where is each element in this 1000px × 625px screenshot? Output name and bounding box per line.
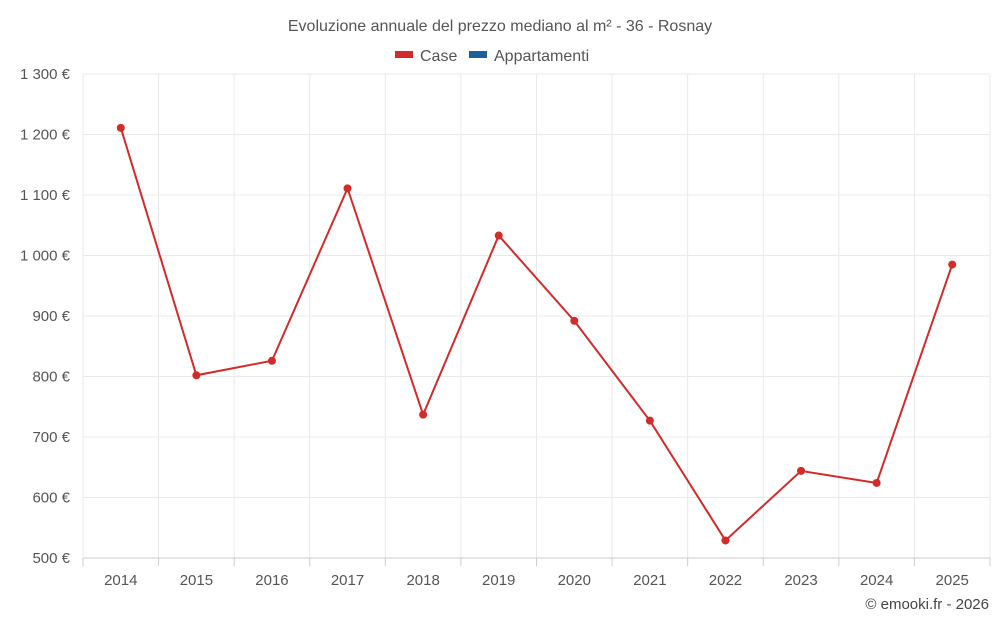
x-tick-label: 2021 [633,572,666,589]
data-point-2016[interactable] [267,356,276,365]
x-tick-label: 2025 [936,572,969,589]
data-point-2021[interactable] [645,416,654,425]
data-point-2022[interactable] [721,536,730,545]
x-tick-label: 2018 [406,572,439,589]
legend-label: Appartamenti [494,48,589,65]
legend-item-case[interactable]: Case [395,48,457,65]
data-point-2015[interactable] [192,371,201,380]
grid [82,73,991,558]
y-axis-ticks: 500 € 600 € 700 € 800 € 900 € 1 000 € 1 100 € 1… [20,66,71,567]
data-point-2024[interactable] [872,478,881,487]
data-point-2025[interactable] [948,260,957,269]
y-tick-label: 900 € [32,308,70,325]
y-tick-label: 1 100 € [20,187,71,204]
data-point-2014[interactable] [116,123,125,132]
x-tick-label: 2016 [255,572,288,589]
y-tick-label: 1 200 € [20,127,71,144]
y-tick-label: 600 € [32,490,70,507]
x-tick-label: 2022 [709,572,742,589]
legend: Case Appartamenti [395,48,589,65]
y-tick-label: 1 300 € [20,66,71,83]
x-tick-label: 2024 [860,572,893,589]
x-tick-label: 2019 [482,572,515,589]
legend-swatch [395,51,413,58]
x-tick-label: 2023 [784,572,817,589]
credit-text: © emooki.fr - 2026 [865,596,989,613]
chart-title: Evoluzione annuale del prezzo mediano al… [288,18,712,35]
legend-swatch [469,51,487,58]
data-point-2017[interactable] [343,184,352,193]
x-axis-ticks: 2014 2015 2016 2017 2018 2019 2020 2021 2022 2023… [82,558,991,589]
data-point-2020[interactable] [570,316,579,325]
data-point-2023[interactable] [797,466,806,475]
x-tick-label: 2020 [558,572,591,589]
y-tick-label: 800 € [32,369,70,386]
series-layer [116,123,957,545]
legend-label: Case [420,48,457,65]
y-tick-label: 500 € [32,550,70,567]
x-tick-label: 2015 [180,572,213,589]
x-tick-label: 2014 [104,572,137,589]
data-point-2019[interactable] [494,231,503,240]
x-tick-label: 2017 [331,572,364,589]
data-point-2018[interactable] [419,410,428,419]
y-tick-label: 1 000 € [20,248,71,265]
series-line-case [119,127,954,543]
legend-item-appartamenti[interactable]: Appartamenti [469,48,589,65]
y-tick-label: 700 € [32,429,70,446]
